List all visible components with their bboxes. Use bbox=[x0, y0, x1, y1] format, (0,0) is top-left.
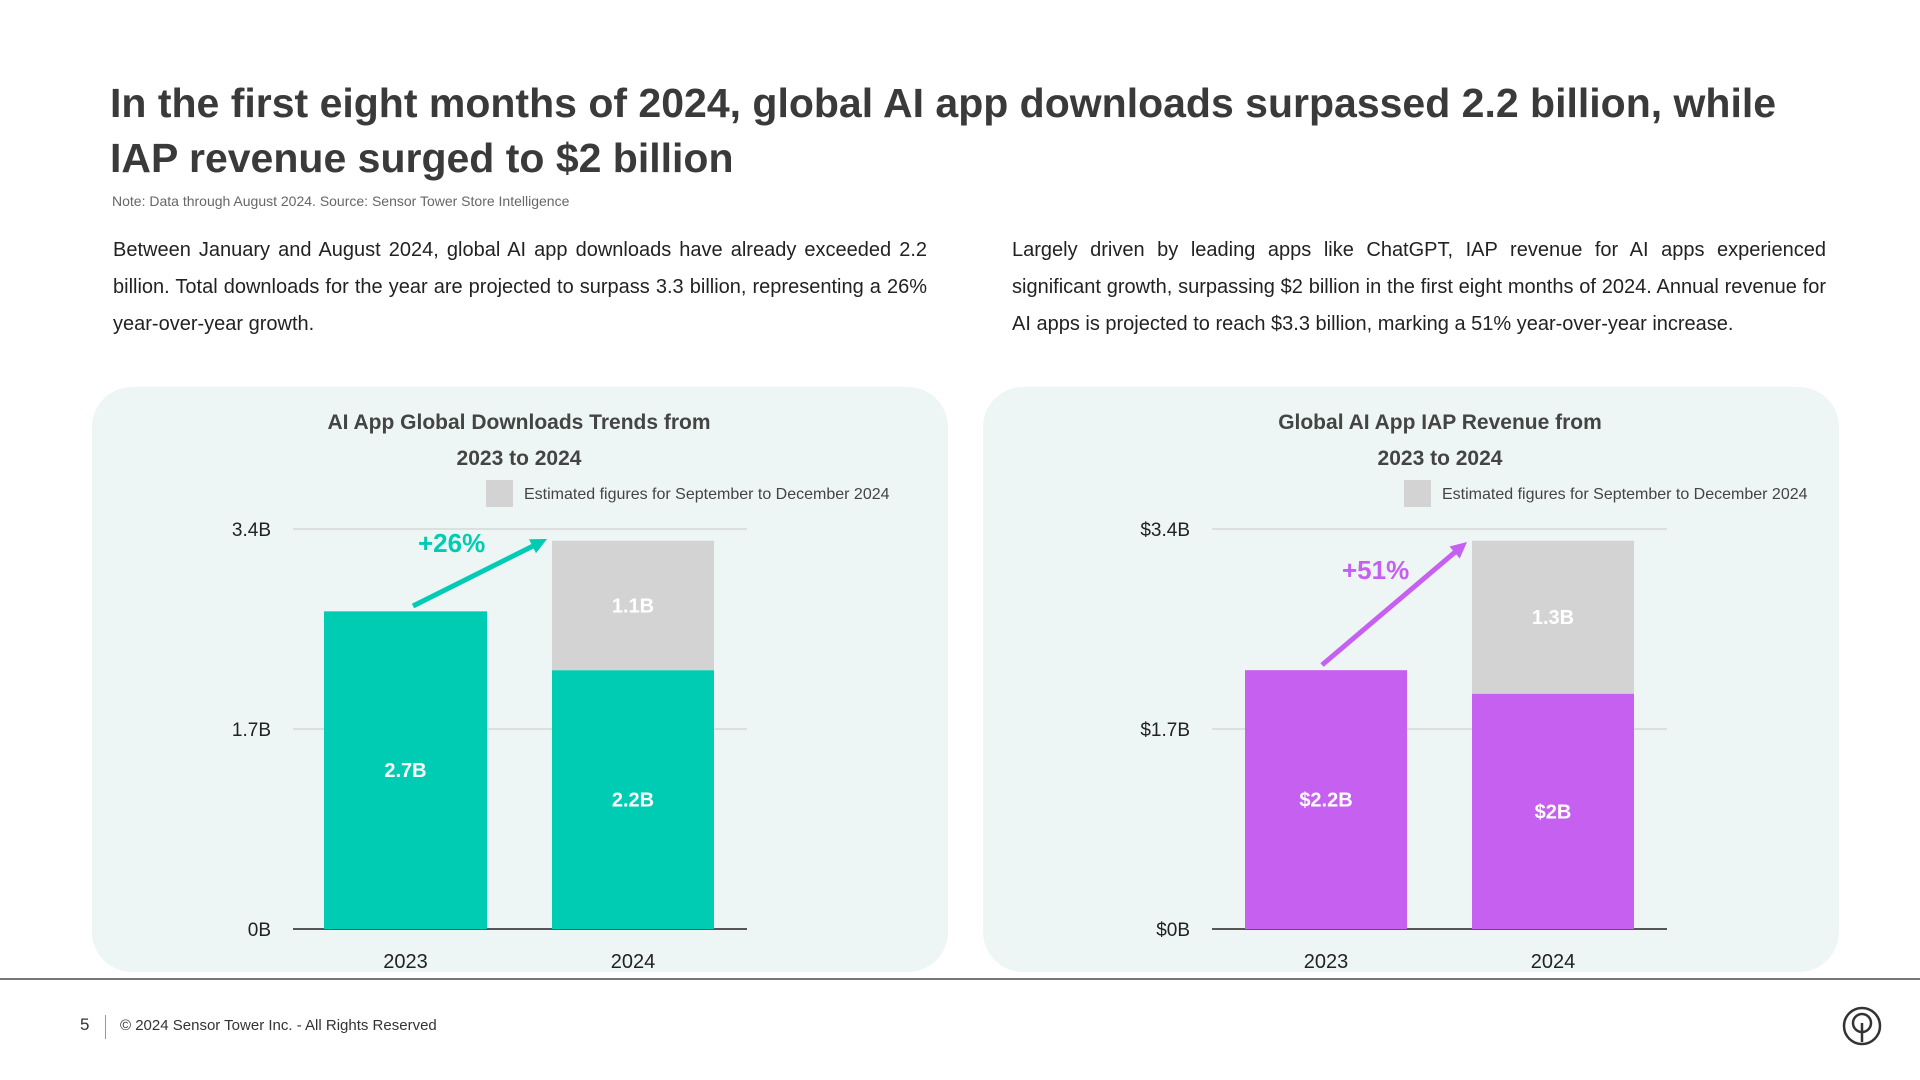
revenue-paragraph: Largely driven by leading apps like Chat… bbox=[1012, 239, 1826, 335]
growth-arrow bbox=[1320, 546, 1461, 667]
source-note: Note: Data through August 2024. Source: … bbox=[112, 193, 570, 209]
sensor-tower-logo-icon bbox=[1842, 1006, 1882, 1046]
chart-title: AI App Global Downloads Trends from bbox=[327, 411, 710, 434]
bar-value-label: 1.3B bbox=[1532, 607, 1574, 629]
legend-swatch bbox=[486, 480, 513, 507]
y-tick-label: 1.7B bbox=[232, 720, 271, 741]
bar-estimate bbox=[1472, 540, 1634, 694]
y-tick-label: 3.4B bbox=[232, 520, 271, 541]
revenue-chart: Global AI App IAP Revenue from 2023 to 20… bbox=[1140, 411, 1808, 972]
x-tick-label: 2024 bbox=[611, 951, 656, 972]
page-number: 5 bbox=[80, 1015, 90, 1034]
bar-actual bbox=[1472, 693, 1634, 929]
growth-arrow-head bbox=[529, 539, 547, 554]
x-tick-label: 2023 bbox=[1304, 951, 1349, 972]
downloads-paragraph: Between January and August 2024, global … bbox=[113, 239, 927, 335]
footer-separator bbox=[105, 1015, 106, 1039]
y-tick-label: $0B bbox=[1156, 920, 1190, 941]
bar-value-label: 2.2B bbox=[612, 790, 654, 812]
legend-label: Estimated figures for September to Decem… bbox=[1442, 486, 1808, 503]
bar-actual bbox=[1245, 670, 1407, 929]
copyright: © 2024 Sensor Tower Inc. - All Rights Re… bbox=[120, 1017, 437, 1034]
bar-actual bbox=[324, 611, 487, 929]
growth-arrow-head bbox=[1449, 542, 1467, 559]
x-tick-label: 2023 bbox=[383, 951, 428, 972]
bar-value-label: 2.7B bbox=[384, 760, 426, 782]
revenue-chart-panel: Global AI App IAP Revenue from 2023 to 20… bbox=[983, 387, 1839, 972]
x-tick-label: 2024 bbox=[1531, 951, 1576, 972]
y-tick-label: $3.4B bbox=[1140, 520, 1190, 541]
growth-annotation: +51% bbox=[1342, 555, 1409, 585]
y-tick-label: $1.7B bbox=[1140, 720, 1190, 741]
legend-label: Estimated figures for September to Decem… bbox=[524, 486, 890, 503]
footer-divider bbox=[0, 978, 1920, 980]
chart-title: Global AI App IAP Revenue from bbox=[1278, 411, 1602, 434]
bar-value-label: $2.2B bbox=[1299, 790, 1352, 812]
bar-actual bbox=[552, 670, 714, 929]
downloads-chart: AI App Global Downloads Trends from 2023 … bbox=[232, 411, 890, 972]
chart-title: 2023 to 2024 bbox=[457, 447, 582, 470]
growth-annotation: +26% bbox=[418, 528, 485, 558]
y-tick-label: 0B bbox=[248, 920, 271, 941]
downloads-chart-panel: AI App Global Downloads Trends from 2023 … bbox=[92, 387, 948, 972]
bar-estimate bbox=[552, 540, 714, 671]
growth-arrow bbox=[411, 541, 540, 609]
bar-value-label: 1.1B bbox=[612, 595, 654, 617]
legend-swatch bbox=[1404, 480, 1431, 507]
page-title: In the first eight months of 2024, globa… bbox=[110, 80, 1777, 181]
chart-title: 2023 to 2024 bbox=[1378, 447, 1503, 470]
bar-value-label: $2B bbox=[1535, 801, 1572, 823]
